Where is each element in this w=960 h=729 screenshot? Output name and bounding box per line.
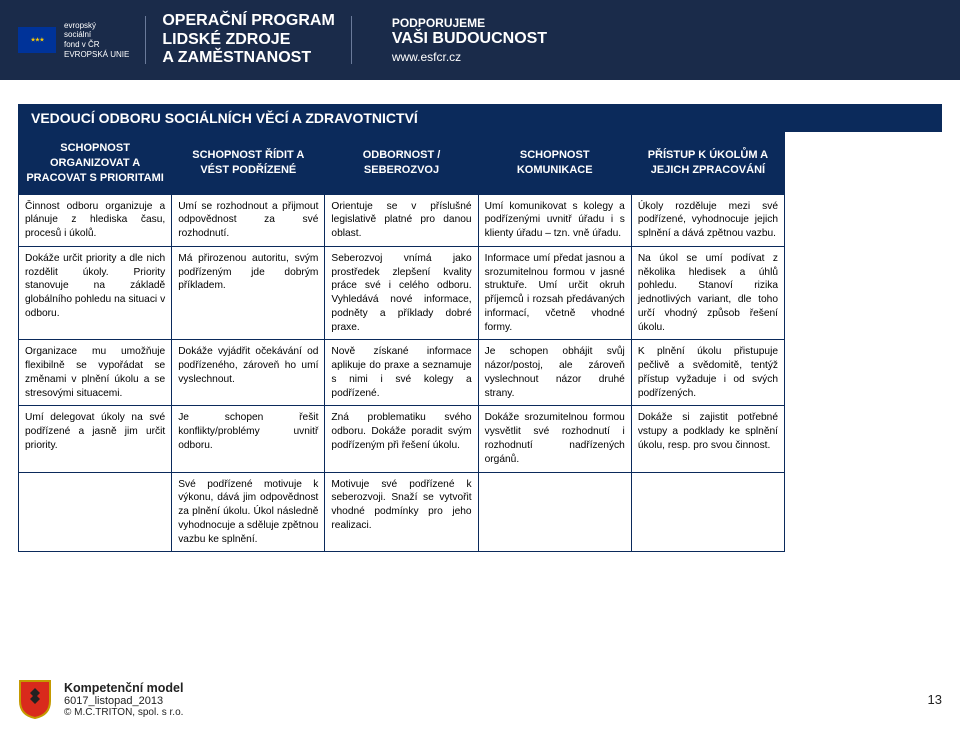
- col-header: SCHOPNOST ORGANIZOVAT A PRACOVAT S PRIOR…: [19, 133, 172, 195]
- footer: Kompetenční model 6017_listopad_2013 © M…: [0, 679, 960, 719]
- footer-text: Kompetenční model 6017_listopad_2013 © M…: [64, 681, 183, 718]
- cell: Činnost odboru organizuje a plánuje z hl…: [19, 194, 172, 246]
- eu-flag-icon: [18, 27, 56, 53]
- separator: [351, 16, 352, 64]
- cell: Má přirozenou autoritu, svým podřízeným …: [172, 246, 325, 340]
- footer-copyright: © M.C.TRITON, spol. s r.o.: [64, 707, 183, 718]
- cell: Úkoly rozděluje mezi své podřízené, vyho…: [631, 194, 784, 246]
- cell: Umí komunikovat s kolegy a podřízenými u…: [478, 194, 631, 246]
- cell: Dokáže vyjádřit očekávání od podřízeného…: [172, 340, 325, 406]
- cell: Informace umí předat jasnou a srozumitel…: [478, 246, 631, 340]
- cell: Dokáže si zajistit potřebné vstupy a pod…: [631, 406, 784, 472]
- cell: Umí se rozhodnout a přijmout odpovědnost…: [172, 194, 325, 246]
- cell: Své podřízené motivuje k výkonu, dává ji…: [172, 472, 325, 552]
- eu-line: evropský: [64, 21, 129, 31]
- competency-table: SCHOPNOST ORGANIZOVAT A PRACOVAT S PRIOR…: [18, 132, 942, 552]
- footer-date: 6017_listopad_2013: [64, 695, 183, 707]
- cell: Zná problematiku svého odboru. Dokáže po…: [325, 406, 478, 472]
- table-row: Činnost odboru organizuje a plánuje z hl…: [19, 194, 942, 246]
- cell: [19, 472, 172, 552]
- table-row: Organizace mu umožňuje flexibilně se vyp…: [19, 340, 942, 406]
- support-url: www.esfcr.cz: [392, 50, 547, 64]
- cell: Umí delegovat úkoly na své podřízené a j…: [19, 406, 172, 472]
- cell: Dokáže určit priority a dle nich rozděli…: [19, 246, 172, 340]
- cell: Seberozvoj vnímá jako prostředek zlepšen…: [325, 246, 478, 340]
- separator: [145, 16, 146, 64]
- main-content: VEDOUCÍ ODBORU SOCIÁLNÍCH VĚCÍ A ZDRAVOT…: [0, 80, 960, 552]
- col-header: PŘÍSTUP K ÚKOLŮM A JEJICH ZPRACOVÁNÍ: [631, 133, 784, 195]
- col-header: SCHOPNOST KOMUNIKACE: [478, 133, 631, 195]
- table-row: Umí delegovat úkoly na své podřízené a j…: [19, 406, 942, 472]
- program-line: A ZAMĚSTNANOST: [162, 49, 334, 67]
- cell: K plnění úkolu přistupuje pečlivě a svěd…: [631, 340, 784, 406]
- eu-line: sociální: [64, 30, 129, 40]
- col-header: SCHOPNOST ŘÍDIT A VÉST PODŘÍZENÉ: [172, 133, 325, 195]
- cell: Motivuje své podřízené k seberozvoji. Sn…: [325, 472, 478, 552]
- section-title: VEDOUCÍ ODBORU SOCIÁLNÍCH VĚCÍ A ZDRAVOT…: [18, 104, 942, 132]
- cell: Nově získané informace aplikuje do praxe…: [325, 340, 478, 406]
- table-header-row: SCHOPNOST ORGANIZOVAT A PRACOVAT S PRIOR…: [19, 133, 942, 195]
- top-banner: evropský sociální fond v ČR EVROPSKÁ UNI…: [0, 0, 960, 80]
- eu-logo-block: evropský sociální fond v ČR EVROPSKÁ UNI…: [18, 21, 129, 59]
- eu-line: fond v ČR: [64, 40, 129, 50]
- page-number: 13: [928, 692, 942, 707]
- program-title: OPERAČNÍ PROGRAM LIDSKÉ ZDROJE A ZAMĚSTN…: [162, 12, 334, 67]
- table-row: Dokáže určit priority a dle nich rozděli…: [19, 246, 942, 340]
- program-line: LIDSKÉ ZDROJE: [162, 31, 334, 49]
- cell: Dokáže srozumitelnou formou vysvětlit sv…: [478, 406, 631, 472]
- cell: Orientuje se v příslušné legislativě pla…: [325, 194, 478, 246]
- cell: Je schopen řešit konflikty/problémy uvni…: [172, 406, 325, 472]
- cell: [631, 472, 784, 552]
- support-line: PODPORUJEME: [392, 16, 547, 30]
- eu-text: evropský sociální fond v ČR EVROPSKÁ UNI…: [64, 21, 129, 59]
- support-line: VAŠI BUDOUCNOST: [392, 30, 547, 48]
- cell: Organizace mu umožňuje flexibilně se vyp…: [19, 340, 172, 406]
- table-row: Své podřízené motivuje k výkonu, dává ji…: [19, 472, 942, 552]
- col-header: ODBORNOST / SEBEROZVOJ: [325, 133, 478, 195]
- eu-line: EVROPSKÁ UNIE: [64, 50, 129, 60]
- program-line: OPERAČNÍ PROGRAM: [162, 12, 334, 30]
- cell: Na úkol se umí podívat z několika hledis…: [631, 246, 784, 340]
- support-block: PODPORUJEME VAŠI BUDOUCNOST www.esfcr.cz: [392, 16, 547, 64]
- cell: [478, 472, 631, 552]
- footer-title: Kompetenční model: [64, 681, 183, 695]
- cell: Je schopen obhájit svůj názor/postoj, al…: [478, 340, 631, 406]
- shield-icon: [18, 679, 52, 719]
